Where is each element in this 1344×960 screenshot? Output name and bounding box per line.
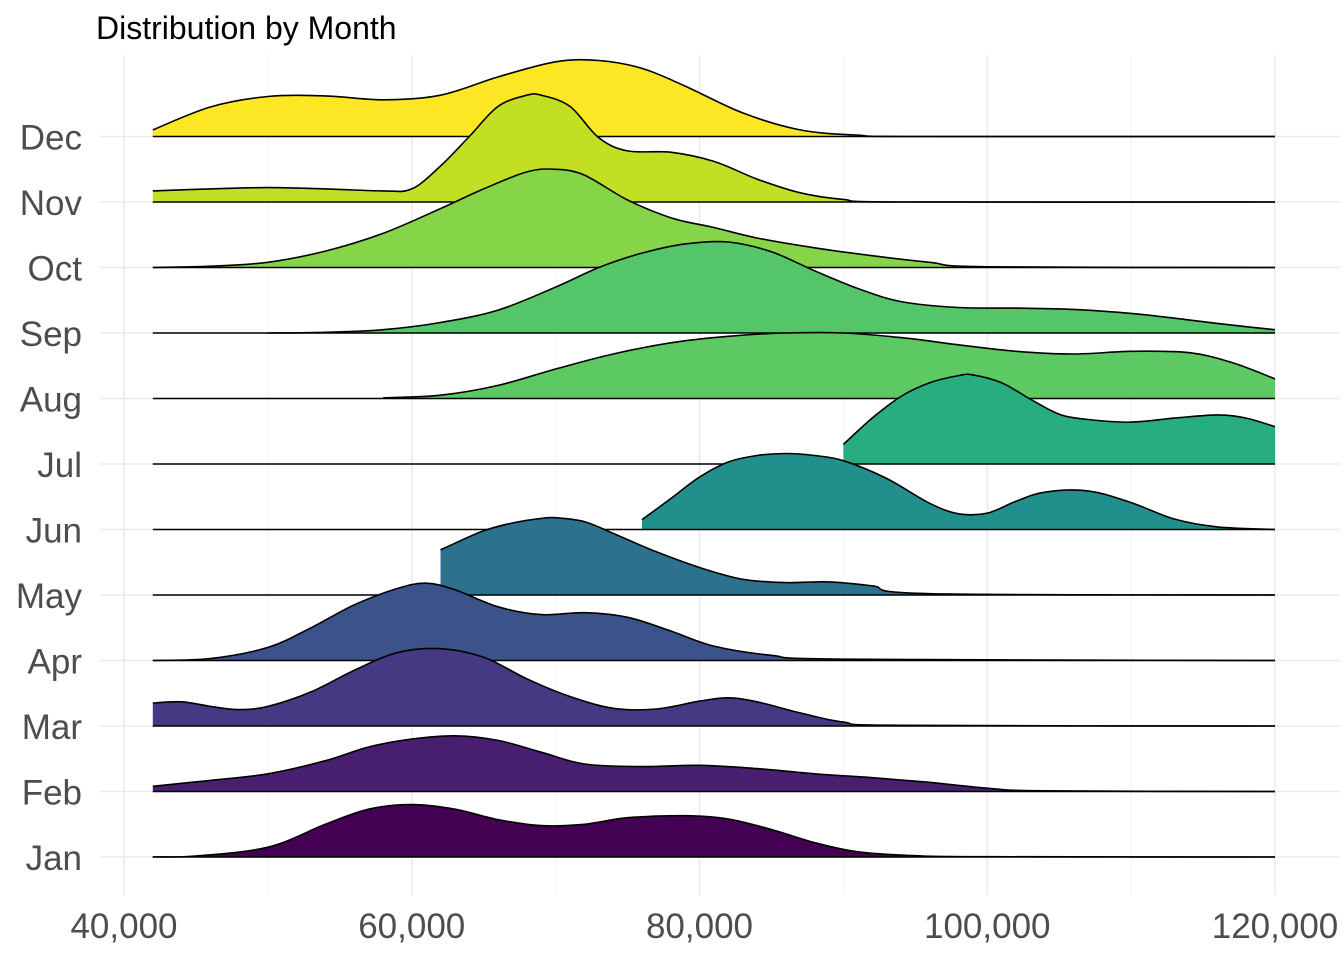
chart-title: Distribution by Month bbox=[96, 10, 397, 46]
ridges bbox=[152, 58, 1276, 858]
category-label-feb: Feb bbox=[22, 774, 82, 813]
ridge-outline-feb bbox=[152, 734, 1276, 793]
ridge-nov bbox=[152, 93, 1276, 203]
ridge-outline-aug bbox=[382, 331, 1276, 399]
ridge-fill-may bbox=[440, 517, 1275, 595]
category-label-jul: Jul bbox=[37, 446, 82, 485]
ridge-sep bbox=[152, 240, 1276, 334]
ridge-outline-sep bbox=[267, 240, 1276, 334]
category-label-dec: Dec bbox=[20, 119, 82, 158]
category-label-mar: Mar bbox=[22, 708, 83, 747]
ridge-fill-nov bbox=[152, 93, 1275, 203]
category-label-may: May bbox=[16, 577, 83, 616]
ridge-fill-aug bbox=[383, 332, 1275, 399]
ridge-outline-jun bbox=[641, 452, 1276, 531]
ridge-outline-jan bbox=[152, 803, 1276, 858]
category-label-oct: Oct bbox=[28, 250, 83, 289]
x-tick-label: 40,000 bbox=[70, 907, 177, 946]
ridge-jan bbox=[152, 803, 1276, 858]
category-label-aug: Aug bbox=[20, 381, 82, 420]
x-tick-label: 80,000 bbox=[646, 907, 753, 946]
x-tick-label: 60,000 bbox=[358, 907, 465, 946]
ridge-fill-jun bbox=[642, 453, 1275, 530]
ridge-may bbox=[152, 516, 1276, 596]
ridge-jun bbox=[152, 452, 1276, 531]
ridge-outline-dec bbox=[152, 58, 1276, 138]
ridge-outline-nov bbox=[152, 93, 1276, 203]
ridge-outline-jul bbox=[842, 373, 1276, 445]
ridge-fill-sep bbox=[267, 241, 1275, 333]
ridge-aug bbox=[152, 331, 1276, 400]
ridge-outline-apr bbox=[152, 582, 1276, 662]
axis-labels: 40,000 60,000 80,000 100,000 120,000 Jan Feb Ma… bbox=[16, 119, 1338, 947]
x-tick-label: 120,000 bbox=[1212, 907, 1339, 946]
ridge-jul bbox=[152, 373, 1276, 465]
ridge-fill-oct bbox=[152, 168, 1275, 268]
category-label-nov: Nov bbox=[20, 184, 83, 223]
ridge-fill-apr bbox=[152, 583, 1275, 661]
ridge-dec bbox=[152, 58, 1276, 138]
ridge-outline-oct bbox=[152, 168, 1276, 269]
ridge-fill-jul bbox=[843, 374, 1275, 464]
ridge-fill-mar bbox=[152, 648, 1275, 726]
ridge-apr bbox=[152, 582, 1276, 662]
x-tick-label: 100,000 bbox=[924, 907, 1051, 946]
category-label-sep: Sep bbox=[20, 315, 82, 354]
ridge-fill-feb bbox=[152, 735, 1275, 792]
ridge-outline-mar bbox=[152, 647, 1276, 727]
ridge-mar bbox=[152, 647, 1276, 727]
category-label-apr: Apr bbox=[28, 643, 83, 682]
ridge-fill-jan bbox=[152, 804, 1275, 857]
ridge-feb bbox=[152, 734, 1276, 793]
ridge-outline-may bbox=[440, 516, 1276, 596]
category-label-jun: Jun bbox=[26, 512, 82, 551]
ridge-fill-dec bbox=[152, 59, 1275, 137]
category-label-jan: Jan bbox=[26, 839, 82, 878]
